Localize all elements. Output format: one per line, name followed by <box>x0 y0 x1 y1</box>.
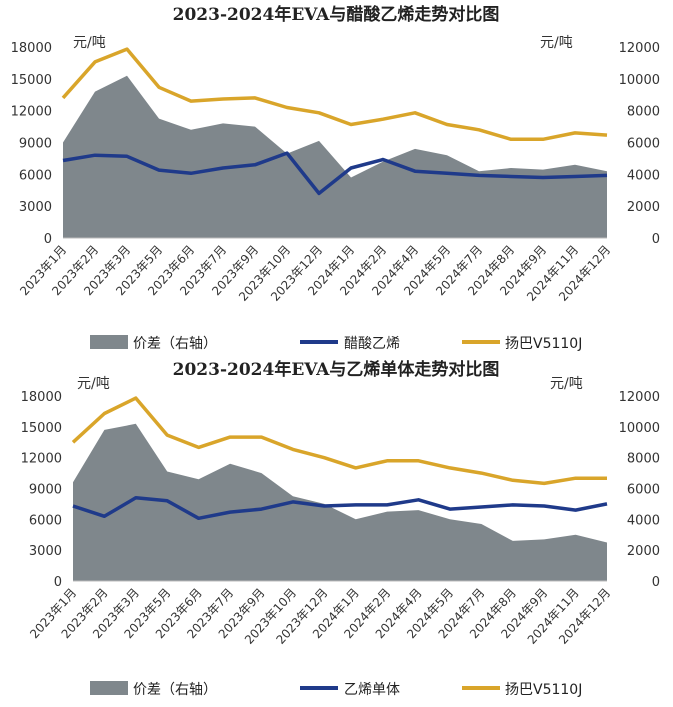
right-tick-label: 10000 <box>619 421 660 436</box>
left-tick-label: 9000 <box>29 483 62 498</box>
right-tick-label: 0 <box>652 232 660 247</box>
left-tick-label: 0 <box>54 575 62 590</box>
chart-1: 2023-2024年EVA与醋酸乙烯走势对比图 0 3000 6000 9000 1200… <box>11 4 660 352</box>
left-axis-unit: 元/吨 <box>77 376 110 392</box>
left-tick-label: 18000 <box>21 390 62 405</box>
legend: 价差（右轴） 乙烯单体 扬巴V5110J <box>90 681 582 698</box>
legend-swatch-spread <box>90 681 128 695</box>
right-tick-label: 2000 <box>627 200 660 215</box>
left-tick-label: 12000 <box>11 105 52 120</box>
right-tick-label: 8000 <box>627 105 660 120</box>
legend-label-eva: 扬巴V5110J <box>505 682 582 698</box>
spread-area <box>73 423 607 581</box>
left-tick-label: 18000 <box>11 41 52 56</box>
right-tick-label: 4000 <box>627 168 660 183</box>
right-tick-label: 6000 <box>627 137 660 152</box>
right-tick-label: 6000 <box>627 483 660 498</box>
left-tick-label: 15000 <box>11 73 52 88</box>
legend: 价差（右轴） 醋酸乙烯 扬巴V5110J <box>90 335 582 352</box>
legend-label-spread: 价差（右轴） <box>133 682 217 698</box>
right-tick-label: 4000 <box>627 513 660 528</box>
right-tick-label: 12000 <box>619 41 660 56</box>
left-tick-label: 6000 <box>19 168 52 183</box>
left-tick-label: 0 <box>44 232 52 247</box>
left-tick-label: 12000 <box>21 452 62 467</box>
right-tick-label: 10000 <box>619 73 660 88</box>
right-tick-label: 8000 <box>627 452 660 467</box>
right-tick-label: 2000 <box>627 544 660 559</box>
legend-label-eva: 扬巴V5110J <box>505 336 582 352</box>
eva-price-line <box>71 396 607 486</box>
right-axis-unit: 元/吨 <box>550 376 583 392</box>
legend-label-feedstock: 乙烯单体 <box>344 682 400 698</box>
feedstock-line <box>72 496 608 521</box>
right-tick-label: 0 <box>652 575 660 590</box>
left-tick-label: 15000 <box>21 421 62 436</box>
chart-title: 2023-2024年EVA与乙烯单体走势对比图 <box>173 359 500 380</box>
legend-label-spread: 价差（右轴） <box>133 336 217 352</box>
chart-title: 2023-2024年EVA与醋酸乙烯走势对比图 <box>173 4 500 25</box>
left-tick-label: 3000 <box>19 200 52 215</box>
left-tick-label: 3000 <box>29 544 62 559</box>
spread-area <box>63 75 607 238</box>
left-tick-label: 6000 <box>29 513 62 528</box>
right-tick-label: 12000 <box>619 390 660 405</box>
feedstock-line <box>62 151 608 196</box>
left-axis-unit: 元/吨 <box>73 35 106 51</box>
left-tick-label: 9000 <box>19 137 52 152</box>
right-axis-unit: 元/吨 <box>540 35 573 51</box>
legend-swatch-spread <box>90 335 128 349</box>
chart-2: 2023-2024年EVA与乙烯单体走势对比图 0 3000 6000 9000 1200… <box>21 359 660 698</box>
eva-price-line <box>61 47 608 142</box>
legend-label-feedstock: 醋酸乙烯 <box>344 336 400 352</box>
